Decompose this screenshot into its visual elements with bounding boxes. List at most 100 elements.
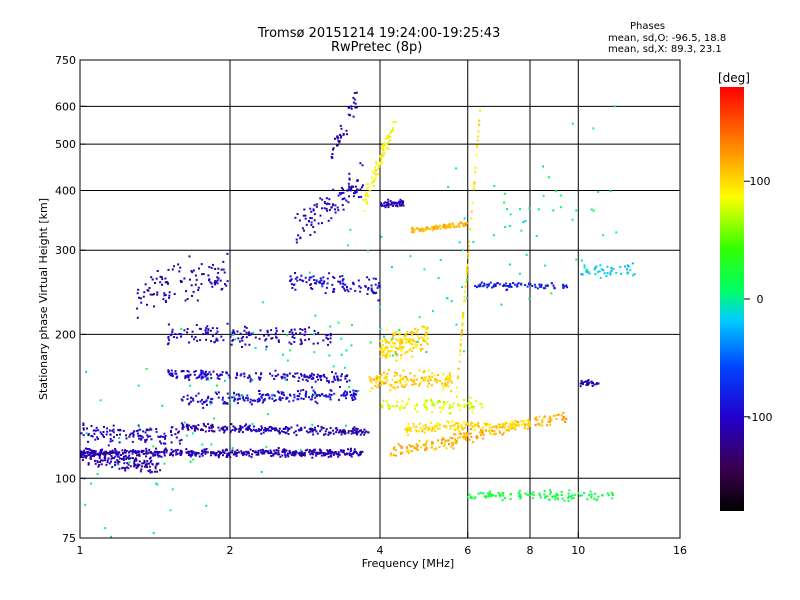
data-point (399, 381, 402, 384)
data-point (163, 294, 166, 297)
data-point (81, 459, 84, 462)
data-point (379, 163, 382, 166)
data-point (438, 427, 441, 430)
data-point (430, 399, 433, 402)
data-point (312, 433, 315, 436)
data-point (302, 214, 305, 217)
data-point (231, 396, 234, 399)
data-point (358, 285, 361, 288)
data-point (247, 376, 249, 379)
data-point (401, 200, 404, 203)
data-point (384, 354, 387, 357)
data-point (367, 431, 370, 434)
data-point (294, 450, 297, 453)
data-point (455, 225, 458, 228)
data-point (486, 286, 489, 289)
data-point (403, 386, 406, 388)
data-point (460, 222, 463, 225)
data-point (142, 430, 145, 433)
data-point (525, 419, 528, 422)
data-point (631, 262, 634, 265)
data-point (149, 293, 152, 296)
data-point (340, 373, 343, 376)
data-point (342, 429, 345, 432)
data-point (528, 207, 531, 210)
data-point (227, 374, 230, 377)
data-point (241, 451, 244, 454)
data-point (176, 448, 179, 451)
data-point (135, 451, 138, 454)
data-point (340, 192, 343, 194)
data-point (110, 455, 113, 457)
data-point (179, 279, 182, 282)
data-point (229, 402, 232, 405)
data-point (237, 337, 240, 340)
data-point (462, 314, 465, 317)
data-point (337, 321, 340, 324)
data-point (394, 338, 397, 341)
data-point (114, 461, 117, 464)
data-point (142, 462, 145, 465)
data-point (443, 403, 446, 406)
data-point (118, 467, 121, 470)
data-point (406, 330, 409, 333)
data-point (157, 455, 160, 458)
data-point (175, 336, 178, 339)
y-tick-label: 500 (55, 138, 76, 151)
data-point (207, 328, 210, 331)
data-point (405, 338, 408, 341)
data-point (442, 425, 445, 427)
data-point (396, 386, 399, 389)
data-point (454, 428, 457, 431)
data-point (413, 404, 416, 407)
data-point (424, 340, 427, 343)
data-point (445, 224, 448, 227)
data-point (449, 379, 452, 382)
data-point (350, 455, 353, 458)
data-point (291, 331, 294, 334)
data-point (149, 469, 152, 472)
data-point (308, 338, 310, 341)
data-point (416, 344, 419, 347)
data-point (407, 449, 410, 452)
data-point (384, 381, 387, 384)
data-point (307, 220, 310, 223)
data-point (379, 204, 382, 207)
data-point (391, 346, 394, 349)
data-point (193, 428, 196, 431)
data-point (581, 383, 584, 386)
data-point (152, 445, 155, 448)
data-point (506, 285, 509, 287)
data-point (463, 224, 465, 227)
data-point (526, 423, 529, 426)
data-point (377, 376, 380, 379)
data-point (286, 378, 288, 381)
data-point (234, 338, 237, 341)
data-point (267, 413, 270, 416)
data-point (255, 453, 258, 456)
data-point (606, 265, 609, 268)
data-point (174, 449, 177, 452)
data-point (168, 296, 171, 299)
data-point (486, 423, 489, 426)
data-point (294, 272, 296, 274)
data-point (488, 429, 491, 432)
data-point (413, 447, 416, 449)
data-point (413, 332, 416, 334)
phase-o-stats: mean, sd,O: -96.5, 18.8 (608, 33, 727, 44)
data-point (196, 339, 199, 342)
data-point (134, 449, 137, 452)
data-point (429, 379, 432, 382)
data-point (401, 385, 404, 388)
data-point (422, 424, 425, 427)
data-point (448, 374, 451, 377)
data-point (134, 464, 137, 467)
data-point (461, 324, 464, 327)
data-point (348, 379, 351, 382)
data-point (395, 203, 398, 206)
data-point (164, 435, 167, 437)
data-point (433, 379, 436, 382)
data-point (522, 422, 525, 425)
data-point (144, 431, 147, 434)
data-point (557, 413, 560, 416)
